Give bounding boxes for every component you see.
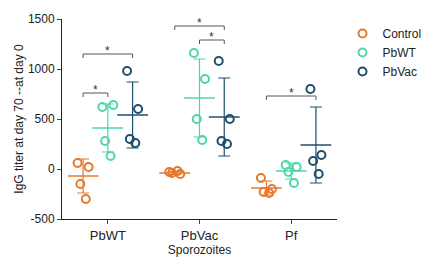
svg-text:PbWT: PbWT (90, 228, 126, 243)
svg-text:*: * (289, 86, 294, 100)
svg-text:PbVac: PbVac (181, 228, 219, 243)
svg-text:Pf: Pf (285, 228, 298, 243)
svg-text:PbWT: PbWT (383, 46, 417, 60)
svg-text:0: 0 (48, 162, 55, 176)
svg-text:1500: 1500 (28, 12, 55, 26)
svg-text:*: * (197, 16, 202, 30)
svg-text:1000: 1000 (28, 62, 55, 76)
svg-text:Control: Control (383, 27, 422, 41)
svg-text:-500: -500 (31, 212, 55, 226)
svg-text:*: * (105, 44, 110, 58)
svg-text:*: * (209, 30, 214, 44)
svg-text:PbVac: PbVac (383, 65, 417, 79)
svg-text:Sporozoites: Sporozoites (168, 243, 231, 257)
svg-text:500: 500 (35, 112, 55, 126)
svg-text:*: * (93, 83, 98, 97)
svg-text:IgG titer at day 70 --at day 0: IgG titer at day 70 --at day 0 (12, 44, 26, 194)
